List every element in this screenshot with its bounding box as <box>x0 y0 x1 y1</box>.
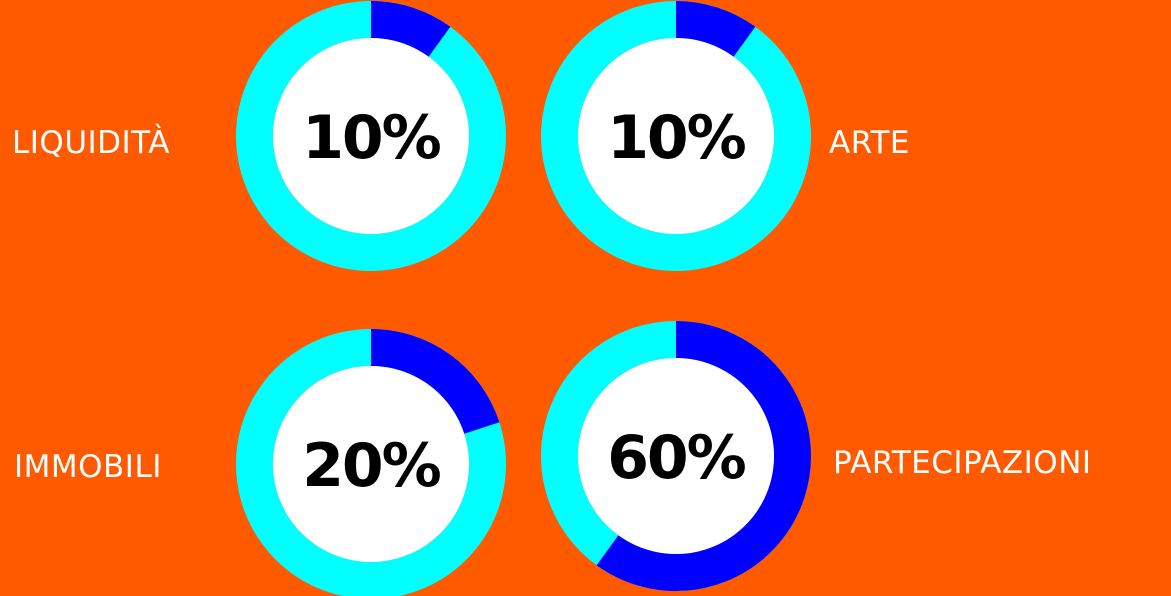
donut-hole <box>273 366 469 562</box>
donut-share-arc <box>370 329 500 435</box>
category-label: LIQUIDITÀ <box>12 125 170 161</box>
category-label: ARTE <box>829 125 910 161</box>
category-label: PARTECIPAZIONI <box>833 445 1092 481</box>
donut-partecipazioni: 60% <box>541 321 811 591</box>
donut-value-label: 10% <box>302 103 440 173</box>
donut-value-label: 20% <box>302 431 440 501</box>
donut-hole <box>578 358 774 554</box>
donut-value-label: 10% <box>607 103 745 173</box>
donut-liquidita: 10% <box>236 1 506 271</box>
donut-hole <box>578 38 774 234</box>
donut-share-arc <box>370 1 451 58</box>
donut-arte: 10% <box>541 1 811 271</box>
donut-share-arc <box>675 1 756 58</box>
donut-immobili: 20% <box>236 329 506 596</box>
donut-value-label: 60% <box>607 423 745 493</box>
donut-hole <box>273 38 469 234</box>
donut-share-arc <box>596 321 811 591</box>
category-label: IMMOBILI <box>14 449 162 485</box>
